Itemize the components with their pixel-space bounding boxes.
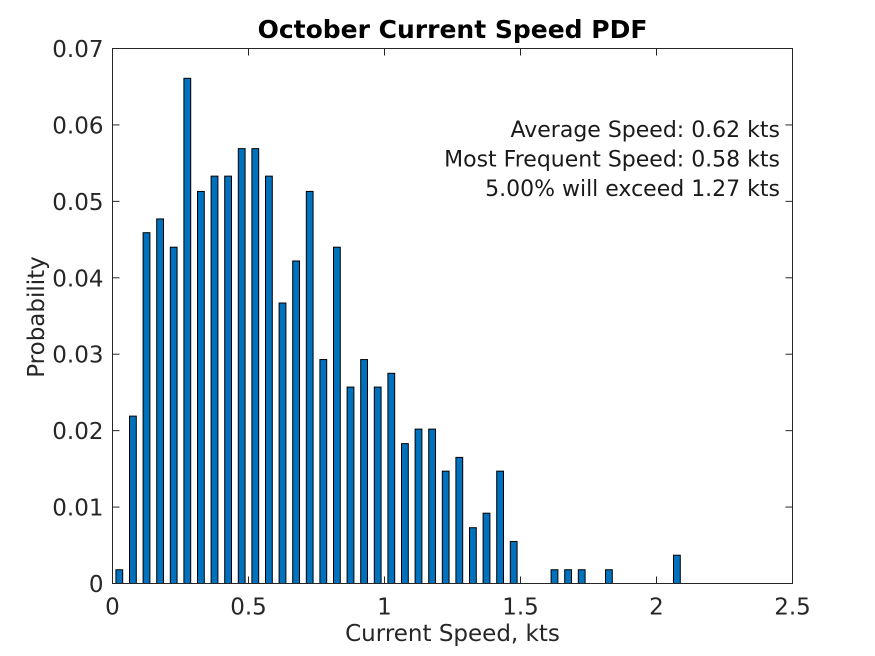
histogram-bar	[224, 175, 232, 584]
y-tick-label: 0	[89, 572, 104, 598]
histogram-bar	[373, 386, 382, 584]
y-tick-label: 0.05	[52, 190, 103, 216]
histogram-bar	[455, 456, 464, 585]
histogram-bar	[129, 415, 137, 584]
histogram-bar	[509, 540, 518, 585]
annotation-exceedance-speed: 5.00% will exceed 1.27 kts	[485, 177, 780, 202]
histogram-bar	[387, 372, 396, 584]
histogram-bar	[251, 148, 260, 584]
y-tick-label: 0.03	[52, 343, 103, 369]
histogram-bar	[414, 428, 423, 584]
y-axis-label: Probability	[24, 256, 50, 378]
x-axis-label: Current Speed, kts	[345, 621, 560, 647]
histogram-bar	[550, 569, 559, 584]
histogram-bar	[577, 569, 586, 584]
histogram-bar	[237, 148, 246, 584]
plot-box	[112, 48, 793, 584]
histogram-bar	[482, 512, 491, 584]
histogram-bar	[333, 246, 341, 585]
histogram-bar	[469, 527, 477, 585]
x-tick-label: 2.5	[774, 595, 811, 621]
x-tick-label: 1	[377, 595, 392, 621]
histogram-bar	[278, 302, 287, 584]
histogram-bar	[265, 175, 273, 584]
chart-title: October Current Speed PDF	[258, 15, 648, 44]
histogram-bar	[401, 443, 409, 585]
y-tick-label: 0.04	[52, 266, 103, 292]
histogram-bars	[115, 77, 681, 585]
histogram-bar	[496, 470, 505, 584]
histogram-bar	[169, 246, 178, 585]
y-tick-label: 0.06	[52, 113, 103, 139]
axes-box-and-ticks	[112, 48, 793, 584]
x-tick-label: 1.5	[502, 595, 539, 621]
histogram-bar	[292, 260, 301, 584]
x-tick-label: 2	[649, 595, 664, 621]
histogram-bar	[346, 386, 355, 584]
histogram-bar	[564, 569, 573, 584]
histogram-bar	[142, 232, 151, 584]
histogram-bar	[305, 190, 314, 584]
histogram-bar	[197, 190, 205, 584]
histogram-bar	[428, 428, 437, 584]
x-tick-label: 0.5	[230, 595, 267, 621]
y-tick-label: 0.02	[52, 419, 103, 445]
y-tick-label: 0.01	[52, 496, 103, 522]
histogram-bar	[183, 77, 192, 584]
y-tick-label: 0.07	[52, 37, 103, 63]
histogram-bar	[441, 470, 450, 584]
histogram-bar	[605, 569, 613, 584]
tick-labels: 0 0.5 1 1.5 2 2.5 0 0.01 0.02 0.03 0.04 0.05 0.06 0.0…	[52, 37, 811, 621]
histogram-bar	[210, 175, 219, 584]
annotation-average-speed: Average Speed: 0.62 kts	[510, 118, 780, 143]
histogram-bar	[319, 359, 328, 584]
stats-annotation: Average Speed: 0.62 kts Most Frequent Sp…	[444, 118, 780, 202]
histogram-bar	[115, 569, 124, 584]
x-tick-label: 0	[105, 595, 120, 621]
histogram-bar	[156, 218, 164, 584]
histogram-bar	[360, 359, 369, 584]
histogram-bar	[673, 554, 681, 584]
annotation-most-frequent-speed: Most Frequent Speed: 0.58 kts	[444, 148, 780, 173]
